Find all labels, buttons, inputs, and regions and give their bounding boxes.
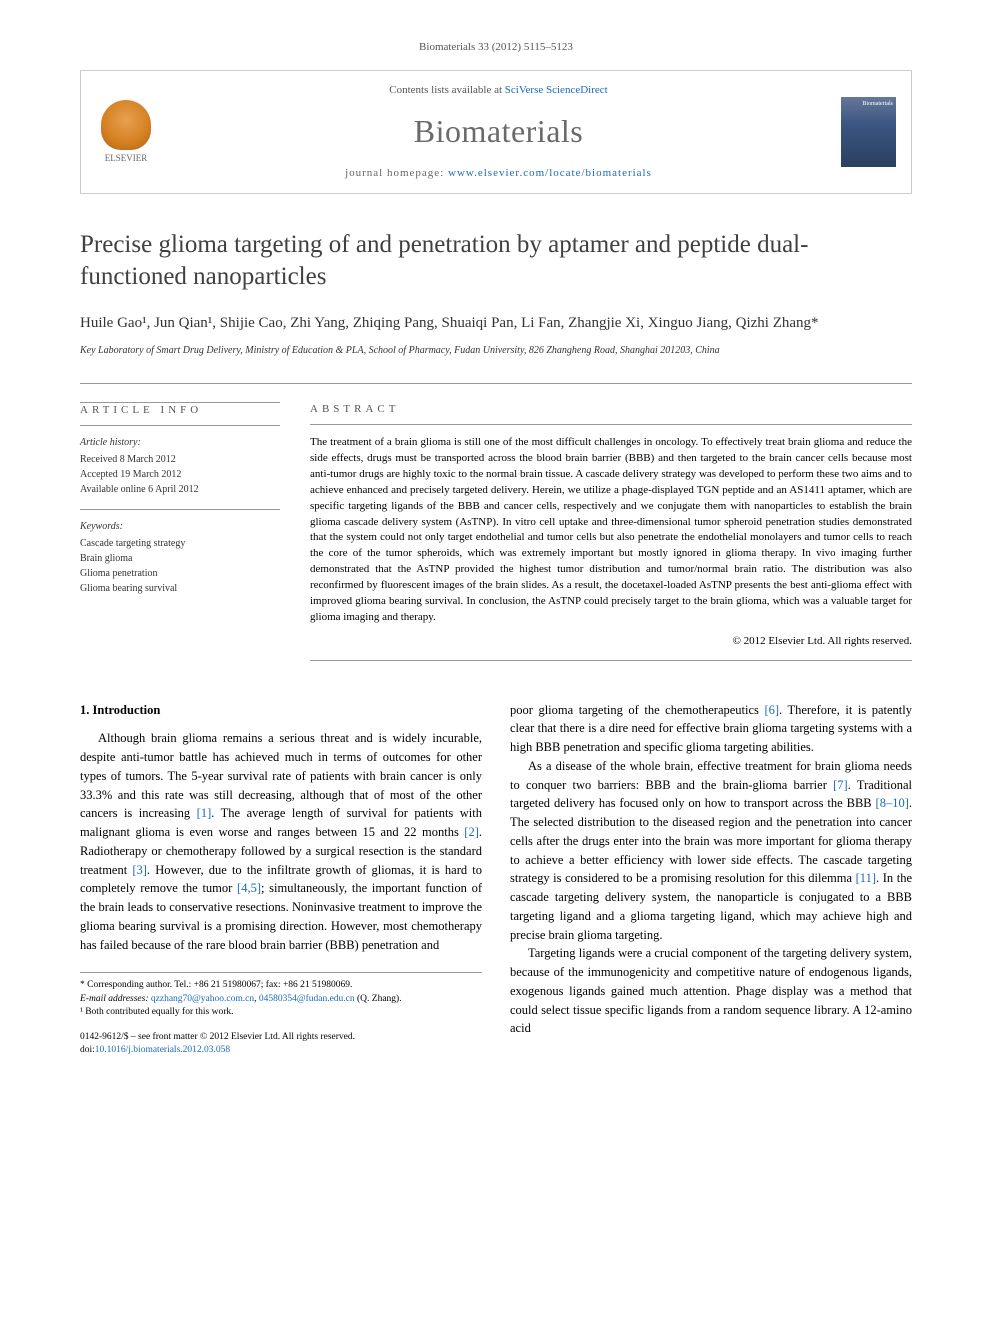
abstract-heading: ABSTRACT bbox=[310, 402, 912, 424]
contents-prefix: Contents lists available at bbox=[389, 84, 504, 96]
keywords-label: Keywords: bbox=[80, 520, 280, 534]
cover-label: Biomaterials bbox=[862, 100, 893, 108]
abstract-section: ABSTRACT The treatment of a brain glioma… bbox=[310, 402, 912, 660]
equal-contribution-note: ¹ Both contributed equally for this work… bbox=[80, 1006, 482, 1019]
keyword: Brain glioma bbox=[80, 551, 280, 566]
abstract-text: The treatment of a brain glioma is still… bbox=[310, 435, 912, 626]
available-date: Available online 6 April 2012 bbox=[80, 482, 280, 497]
body-paragraph: Although brain glioma remains a serious … bbox=[80, 729, 482, 954]
section-heading: 1. Introduction bbox=[80, 701, 482, 720]
doi-block: 0142-9612/$ – see front matter © 2012 El… bbox=[80, 1031, 482, 1058]
footnotes: * Corresponding author. Tel.: +86 21 519… bbox=[80, 972, 482, 1019]
article-history: Received 8 March 2012 Accepted 19 March … bbox=[80, 452, 280, 497]
corresponding-author-note: * Corresponding author. Tel.: +86 21 519… bbox=[80, 979, 482, 992]
body-column-right: poor glioma targeting of the chemotherap… bbox=[510, 701, 912, 1058]
email-line: E-mail addresses: qzzhang70@yahoo.com.cn… bbox=[80, 993, 482, 1006]
email-suffix: (Q. Zhang). bbox=[357, 994, 402, 1004]
body-column-left: 1. Introduction Although brain glioma re… bbox=[80, 701, 482, 1058]
publisher-logo: ELSEVIER bbox=[96, 97, 156, 167]
doi-link[interactable]: 10.1016/j.biomaterials.2012.03.058 bbox=[95, 1045, 230, 1055]
article-info-heading: ARTICLE INFO bbox=[80, 403, 280, 425]
email-link[interactable]: 04580354@fudan.edu.cn bbox=[259, 994, 355, 1004]
publisher-name: ELSEVIER bbox=[105, 152, 148, 165]
journal-homepage: journal homepage: www.elsevier.com/locat… bbox=[156, 166, 841, 181]
body-paragraph: poor glioma targeting of the chemotherap… bbox=[510, 701, 912, 757]
keyword: Glioma bearing survival bbox=[80, 581, 280, 596]
journal-header: ELSEVIER Contents lists available at Sci… bbox=[80, 70, 912, 194]
affiliation: Key Laboratory of Smart Drug Delivery, M… bbox=[80, 344, 912, 358]
homepage-url-link[interactable]: www.elsevier.com/locate/biomaterials bbox=[448, 167, 652, 179]
received-date: Received 8 March 2012 bbox=[80, 452, 280, 467]
body-paragraph: As a disease of the whole brain, effecti… bbox=[510, 757, 912, 945]
contents-available: Contents lists available at SciVerse Sci… bbox=[156, 83, 841, 98]
author-list: Huile Gao¹, Jun Qian¹, Shijie Cao, Zhi Y… bbox=[80, 312, 912, 335]
email-label: E-mail addresses: bbox=[80, 994, 151, 1004]
sciencedirect-link[interactable]: SciVerse ScienceDirect bbox=[505, 84, 608, 96]
accepted-date: Accepted 19 March 2012 bbox=[80, 467, 280, 482]
history-label: Article history: bbox=[80, 436, 280, 450]
keywords-list: Cascade targeting strategy Brain glioma … bbox=[80, 536, 280, 596]
article-body: 1. Introduction Although brain glioma re… bbox=[80, 701, 912, 1058]
elsevier-tree-icon bbox=[101, 100, 151, 150]
keyword: Glioma penetration bbox=[80, 566, 280, 581]
doi-label: doi: bbox=[80, 1045, 95, 1055]
issn-line: 0142-9612/$ – see front matter © 2012 El… bbox=[80, 1031, 482, 1044]
journal-cover-thumbnail: Biomaterials bbox=[841, 97, 896, 167]
homepage-prefix: journal homepage: bbox=[345, 167, 448, 179]
email-link[interactable]: qzzhang70@yahoo.com.cn bbox=[151, 994, 254, 1004]
journal-name: Biomaterials bbox=[156, 109, 841, 154]
copyright-line: © 2012 Elsevier Ltd. All rights reserved… bbox=[310, 634, 912, 649]
article-title: Precise glioma targeting of and penetrat… bbox=[80, 229, 912, 294]
body-paragraph: Targeting ligands were a crucial compone… bbox=[510, 944, 912, 1038]
keyword: Cascade targeting strategy bbox=[80, 536, 280, 551]
article-info-sidebar: ARTICLE INFO Article history: Received 8… bbox=[80, 402, 280, 660]
journal-reference: Biomaterials 33 (2012) 5115–5123 bbox=[80, 40, 912, 55]
